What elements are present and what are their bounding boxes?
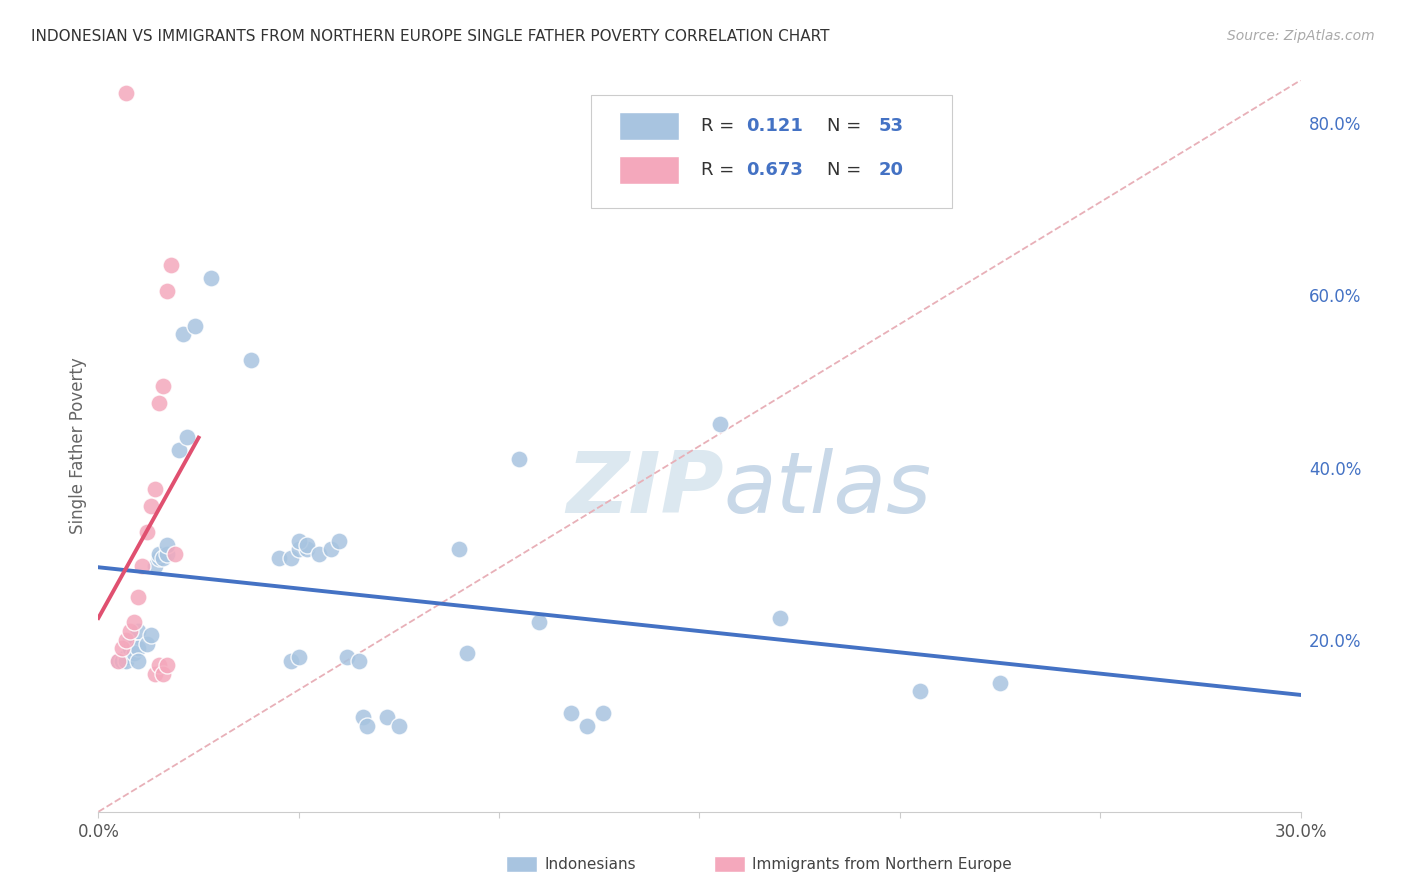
Point (143, 482, 166, 496)
Point (200, 271, 222, 285)
Point (148, 547, 170, 561)
Point (163, 547, 186, 561)
Point (115, 649, 138, 664)
Point (152, 667, 174, 681)
Point (319, 542, 342, 557)
Point (155, 658, 177, 673)
Point (115, 86, 138, 100)
Point (508, 451, 530, 466)
Point (529, 615, 551, 630)
Point (576, 719, 599, 733)
Point (267, 550, 290, 565)
Point (155, 547, 177, 561)
FancyBboxPatch shape (619, 112, 679, 140)
Point (356, 719, 378, 733)
Point (111, 641, 134, 656)
Point (148, 550, 170, 565)
Text: Immigrants from Northern Europe: Immigrants from Northern Europe (752, 857, 1012, 871)
Point (347, 654, 370, 668)
Point (155, 538, 177, 552)
Point (295, 542, 318, 557)
Point (152, 378, 174, 392)
Point (128, 624, 150, 638)
Text: N =: N = (827, 161, 868, 179)
Point (239, 353, 262, 368)
Point (295, 538, 318, 552)
Text: 53: 53 (879, 118, 904, 136)
Point (135, 637, 157, 651)
Point (128, 654, 150, 668)
Point (128, 641, 150, 656)
Point (176, 430, 198, 444)
Point (148, 396, 170, 410)
Y-axis label: Single Father Poverty: Single Father Poverty (69, 358, 87, 534)
Point (107, 654, 129, 668)
Point (152, 550, 174, 565)
Point (280, 550, 302, 565)
Point (388, 719, 411, 733)
Text: ZIP: ZIP (565, 449, 724, 532)
Point (148, 658, 170, 673)
Point (769, 611, 792, 625)
Point (111, 654, 134, 668)
Point (120, 632, 142, 647)
Point (352, 710, 374, 724)
Point (592, 706, 614, 720)
Text: Indonesians: Indonesians (544, 857, 636, 871)
FancyBboxPatch shape (619, 156, 679, 184)
Point (115, 654, 138, 668)
Point (155, 284, 177, 298)
Point (115, 632, 138, 647)
Text: R =: R = (700, 161, 740, 179)
Point (288, 533, 311, 548)
Text: N =: N = (827, 118, 868, 136)
Text: 20: 20 (879, 161, 904, 179)
FancyBboxPatch shape (592, 95, 952, 209)
Point (709, 417, 731, 432)
Point (456, 646, 478, 660)
Point (120, 641, 142, 656)
Point (336, 649, 359, 664)
Point (139, 628, 162, 642)
Point (139, 500, 162, 514)
Text: R =: R = (700, 118, 740, 136)
Point (288, 649, 311, 664)
Point (908, 684, 931, 698)
Point (375, 710, 398, 724)
Point (124, 637, 146, 651)
Text: Source: ZipAtlas.com: Source: ZipAtlas.com (1227, 29, 1375, 43)
Text: 0.121: 0.121 (747, 118, 803, 136)
Text: INDONESIAN VS IMMIGRANTS FROM NORTHERN EUROPE SINGLE FATHER POVERTY CORRELATION : INDONESIAN VS IMMIGRANTS FROM NORTHERN E… (31, 29, 830, 44)
Point (135, 524, 157, 539)
Point (280, 654, 302, 668)
Point (988, 675, 1011, 690)
Point (107, 654, 129, 668)
Text: 0.673: 0.673 (747, 161, 803, 179)
Point (124, 646, 146, 660)
Point (120, 624, 142, 638)
Point (143, 667, 166, 681)
Point (288, 542, 311, 557)
Point (560, 706, 582, 720)
Point (308, 547, 330, 561)
Point (143, 559, 166, 574)
Point (172, 327, 194, 342)
Point (447, 542, 470, 557)
Point (131, 559, 153, 574)
Point (328, 533, 350, 548)
Text: atlas: atlas (724, 449, 932, 532)
Point (183, 318, 205, 333)
Point (128, 590, 150, 604)
Point (167, 443, 190, 458)
Point (124, 615, 146, 630)
Point (159, 258, 181, 272)
